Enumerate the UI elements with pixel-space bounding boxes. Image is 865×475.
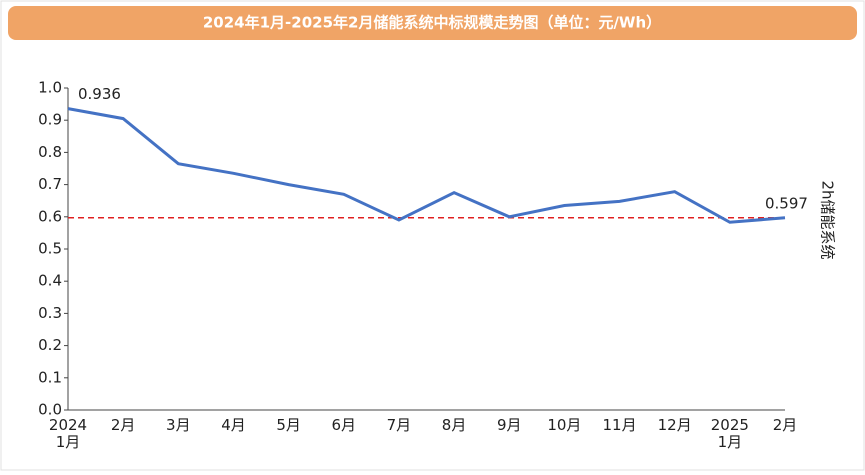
x-tick-label: 2月: [111, 416, 136, 434]
x-tick-label: 11月: [602, 416, 636, 434]
x-tick-label: 4月: [221, 416, 246, 434]
title-banner: [8, 6, 857, 40]
x-tick-label: 7月: [387, 416, 412, 434]
x-tick-label: 2025 1月: [711, 416, 749, 451]
x-tick-label: 10月: [547, 416, 581, 434]
legend-label: 2h储能系统: [819, 180, 837, 259]
y-tick-label: 0.0: [38, 401, 62, 419]
y-tick-label: 1.0: [38, 79, 62, 97]
x-tick-label: 2月: [773, 416, 798, 434]
data-label: 0.936: [78, 85, 121, 103]
y-tick-label: 0.2: [38, 336, 62, 354]
data-label: 0.597: [765, 194, 808, 212]
y-tick-label: 0.7: [38, 175, 62, 193]
y-tick-label: 0.6: [38, 207, 62, 225]
x-tick-label: 12月: [658, 416, 692, 434]
x-tick-label: 6月: [331, 416, 356, 434]
series-line: [67, 107, 786, 224]
y-tick-label: 0.4: [38, 272, 62, 290]
y-tick-label: 0.9: [38, 111, 62, 129]
y-tick-label: 0.1: [38, 368, 62, 386]
x-tick-label: 3月: [166, 416, 191, 434]
chart-title: 2024年1月-2025年2月储能系统中标规模走势图（单位：元/Wh）: [203, 14, 661, 32]
x-tick-label: 5月: [276, 416, 301, 434]
x-tick-label: 8月: [442, 416, 467, 434]
y-tick-label: 0.3: [38, 304, 62, 322]
y-tick-label: 0.5: [38, 240, 62, 258]
y-tick-label: 0.8: [38, 143, 62, 161]
x-tick-label: 2024 1月: [49, 416, 87, 451]
x-tick-label: 9月: [497, 416, 522, 434]
